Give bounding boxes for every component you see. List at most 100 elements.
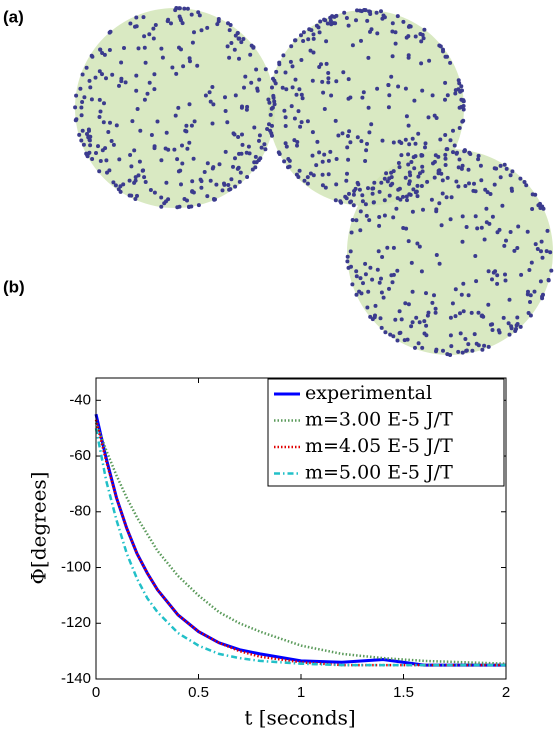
surface-dot (123, 80, 128, 85)
surface-dot (270, 85, 274, 90)
surface-dot (434, 207, 439, 212)
surface-dot (310, 78, 315, 83)
surface-dot (334, 79, 339, 84)
surface-dot (225, 44, 230, 49)
surface-dot (443, 156, 448, 161)
surface-dot (366, 55, 371, 60)
surface-dot (461, 107, 466, 112)
legend-label: m=4.05 E-5 J/T (305, 435, 453, 457)
surface-dot (239, 151, 244, 156)
surface-dot (379, 276, 383, 281)
surface-dot (308, 171, 313, 176)
surface-dot (182, 6, 187, 11)
surface-dot (240, 132, 244, 137)
surface-dot (470, 348, 475, 353)
surface-dot (350, 218, 355, 222)
surface-dot (374, 10, 379, 15)
surface-dot (422, 319, 427, 324)
surface-dot (541, 206, 546, 211)
surface-dot (238, 170, 243, 175)
surface-dot (456, 165, 461, 170)
surface-dot (330, 14, 335, 19)
surface-dot (420, 164, 425, 169)
surface-dot (383, 330, 388, 335)
surface-dot (448, 60, 453, 65)
surface-dot (320, 183, 325, 188)
surface-dot (317, 150, 322, 155)
surface-dot (133, 175, 138, 180)
surface-dot (318, 19, 323, 24)
surface-dot (526, 311, 531, 315)
surface-dot (190, 179, 195, 184)
surface-dot (349, 199, 353, 204)
surface-dot (290, 85, 295, 90)
surface-dot (107, 48, 112, 52)
surface-dot (441, 49, 445, 54)
surface-dot (74, 93, 79, 98)
surface-dot (381, 295, 386, 300)
surface-dot (502, 243, 507, 248)
surface-dot (199, 28, 204, 33)
surface-dot (440, 191, 445, 196)
surface-dot (463, 184, 468, 188)
surface-dot (292, 138, 297, 143)
surface-dot (393, 30, 398, 35)
surface-dot (359, 139, 364, 144)
surface-dot (404, 35, 409, 40)
surface-dot (386, 83, 391, 87)
surface-dot (355, 8, 359, 13)
surface-dot (361, 281, 365, 286)
surface-dot (205, 25, 210, 30)
surface-dot (379, 290, 384, 295)
surface-dot (429, 197, 434, 202)
surface-dot (479, 225, 484, 230)
surface-dot (486, 344, 491, 349)
surface-dot (149, 133, 154, 137)
surface-dot (473, 254, 478, 258)
surface-dot (393, 41, 398, 46)
surface-dot (301, 30, 306, 35)
surface-dot (512, 248, 517, 253)
surface-dot (159, 158, 164, 163)
surface-dot (294, 172, 299, 177)
surface-dot (382, 198, 387, 203)
surface-dot (422, 27, 427, 32)
surface-dot (104, 76, 108, 81)
surface-dot (251, 45, 256, 50)
surface-dot (391, 334, 396, 339)
surface-dot (223, 95, 227, 100)
surface-dot (299, 120, 304, 125)
surface-dot (524, 183, 529, 188)
surface-dot (358, 276, 363, 281)
surface-dot (533, 242, 538, 247)
surface-dot (305, 181, 310, 186)
surface-dot (460, 119, 465, 124)
surface-dot (385, 245, 390, 250)
surface-dot (80, 128, 85, 133)
surface-dot (449, 344, 454, 349)
surface-dot (401, 194, 405, 199)
surface-dot (349, 264, 353, 269)
surface-dot (403, 301, 408, 306)
surface-dot (138, 128, 143, 133)
surface-dot (495, 281, 500, 286)
surface-dot (199, 185, 204, 190)
surface-dot (453, 314, 458, 319)
surface-dot (305, 175, 310, 180)
surface-dot (334, 157, 339, 161)
surface-dot (443, 97, 447, 102)
surface-dot (242, 85, 246, 90)
surface-dot (377, 280, 382, 285)
surface-dot (97, 97, 102, 102)
surface-dot (82, 95, 87, 100)
surface-dot (475, 226, 480, 231)
surface-dot (227, 55, 232, 60)
surface-dot (437, 201, 442, 206)
surface-dot (310, 130, 315, 135)
surface-dot (179, 182, 183, 187)
surface-dot (432, 293, 436, 298)
surface-dot (507, 297, 512, 302)
surface-dot (222, 181, 226, 186)
surface-dot (290, 64, 295, 69)
surface-dot (134, 73, 139, 78)
